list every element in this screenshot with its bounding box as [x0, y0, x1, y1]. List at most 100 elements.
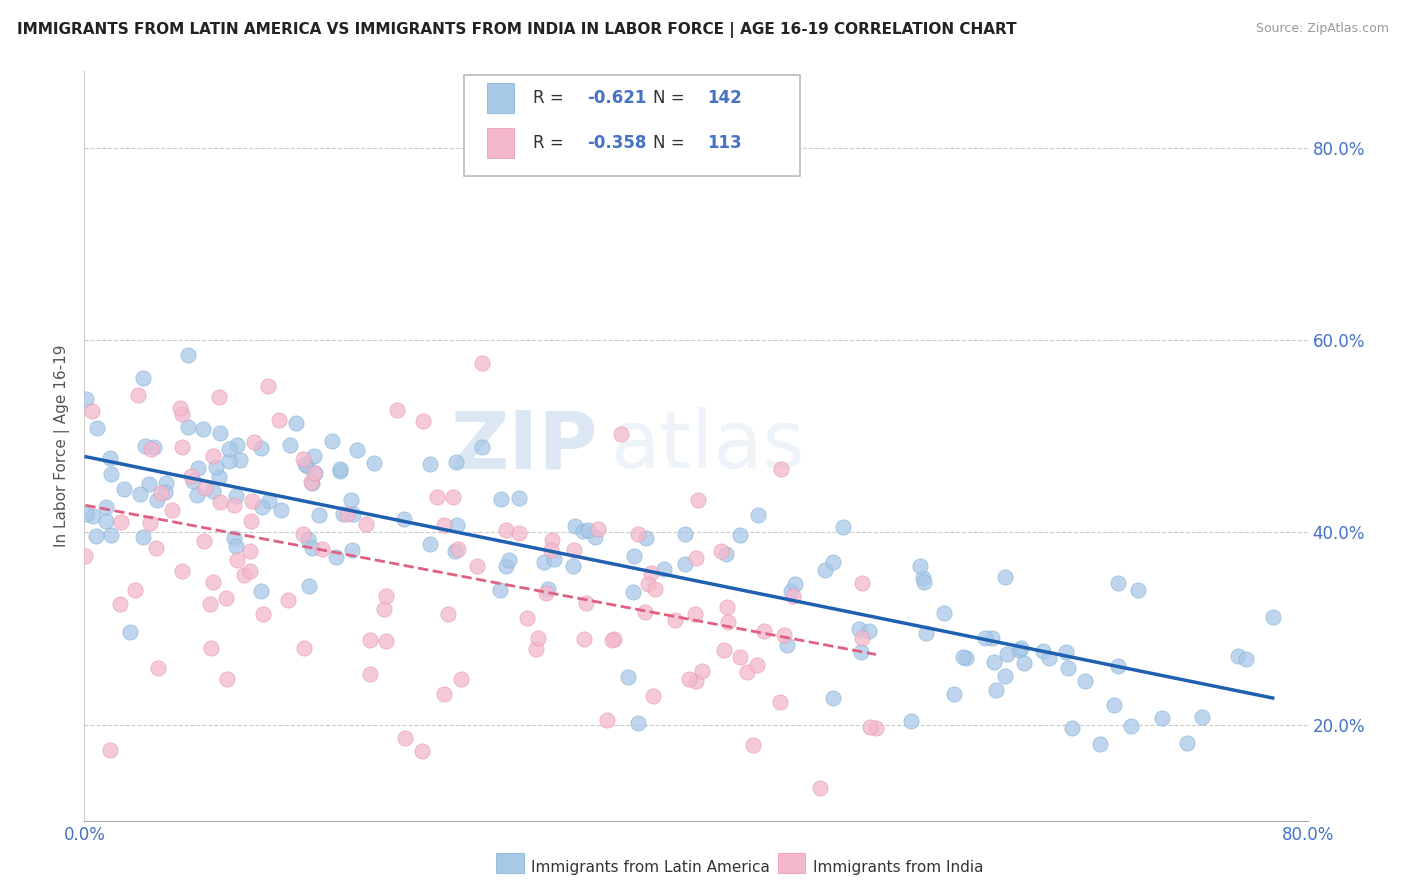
Point [728, 650, 751, 665]
Point [974, 631, 997, 645]
Point [768, 695, 790, 709]
Point [177, 348, 200, 362]
Point [1152, 711, 1174, 725]
Point [146, 661, 169, 675]
Point [583, 531, 606, 545]
Point [155, 475, 177, 490]
Point [217, 673, 239, 687]
Point [291, 452, 314, 467]
Point [447, 542, 470, 557]
Point [229, 453, 252, 467]
Point [534, 586, 557, 600]
Point [239, 543, 262, 558]
Point [433, 518, 456, 533]
Point [443, 544, 465, 558]
Point [301, 475, 323, 490]
Point [849, 645, 872, 659]
Point [752, 624, 775, 639]
Bar [778, 854, 806, 873]
Text: N =: N = [654, 134, 690, 152]
Point [201, 574, 224, 589]
Point [193, 534, 215, 549]
Point [747, 508, 769, 523]
Point [1126, 582, 1149, 597]
Text: Source: ZipAtlas.com: Source: ZipAtlas.com [1256, 22, 1389, 36]
Point [299, 475, 322, 489]
Point [984, 683, 1007, 698]
Point [131, 371, 153, 385]
Text: R =: R = [533, 134, 569, 152]
Point [498, 553, 520, 567]
Point [564, 518, 586, 533]
Point [225, 539, 247, 553]
Point [446, 455, 468, 469]
Point [100, 528, 122, 542]
Point [527, 631, 550, 645]
Point [714, 547, 737, 561]
Point [673, 527, 696, 541]
Point [160, 503, 183, 517]
Point [643, 689, 665, 703]
Point [302, 466, 325, 480]
Point [187, 460, 209, 475]
Point [441, 490, 464, 504]
Point [242, 434, 264, 449]
Point [80, 404, 103, 418]
Point [782, 589, 804, 603]
Point [747, 658, 769, 673]
Point [181, 474, 204, 488]
Point [575, 596, 598, 610]
Point [346, 443, 368, 458]
Point [226, 438, 249, 452]
Point [1054, 645, 1077, 659]
Point [419, 457, 441, 471]
Point [995, 647, 1018, 661]
Point [329, 461, 352, 475]
Text: Immigrants from India: Immigrants from India [813, 860, 983, 874]
Point [142, 440, 165, 454]
Point [465, 559, 488, 574]
Point [716, 599, 738, 614]
Point [193, 422, 215, 436]
Point [134, 439, 156, 453]
Point [621, 584, 644, 599]
Point [690, 664, 713, 678]
Point [218, 453, 240, 467]
Text: IMMIGRANTS FROM LATIN AMERICA VS IMMIGRANTS FROM INDIA IN LABOR FORCE | AGE 16-1: IMMIGRANTS FROM LATIN AMERICA VS IMMIGRA… [17, 22, 1017, 38]
Point [1073, 674, 1095, 689]
Point [363, 456, 385, 470]
Point [308, 508, 330, 522]
Point [297, 533, 319, 547]
Point [533, 555, 555, 569]
Point [373, 601, 395, 615]
Point [664, 613, 686, 627]
Point [359, 633, 381, 648]
Point [865, 722, 887, 736]
Point [1088, 737, 1111, 751]
FancyBboxPatch shape [486, 128, 513, 158]
Point [394, 512, 416, 526]
Point [1175, 736, 1198, 750]
Point [208, 495, 231, 509]
Point [652, 562, 675, 576]
Point [354, 516, 377, 531]
Point [270, 502, 292, 516]
Point [294, 458, 316, 472]
Point [717, 615, 740, 629]
Point [495, 558, 517, 573]
Text: atlas: atlas [610, 407, 804, 485]
Point [627, 715, 650, 730]
Point [194, 481, 217, 495]
Point [623, 549, 645, 564]
Point [450, 672, 472, 686]
FancyBboxPatch shape [464, 75, 800, 177]
Point [292, 527, 315, 541]
Point [785, 577, 807, 591]
Point [562, 559, 585, 574]
Point [685, 607, 707, 622]
Point [537, 582, 560, 596]
Point [412, 414, 434, 428]
Point [170, 407, 193, 421]
Point [359, 667, 381, 681]
Point [419, 537, 441, 551]
